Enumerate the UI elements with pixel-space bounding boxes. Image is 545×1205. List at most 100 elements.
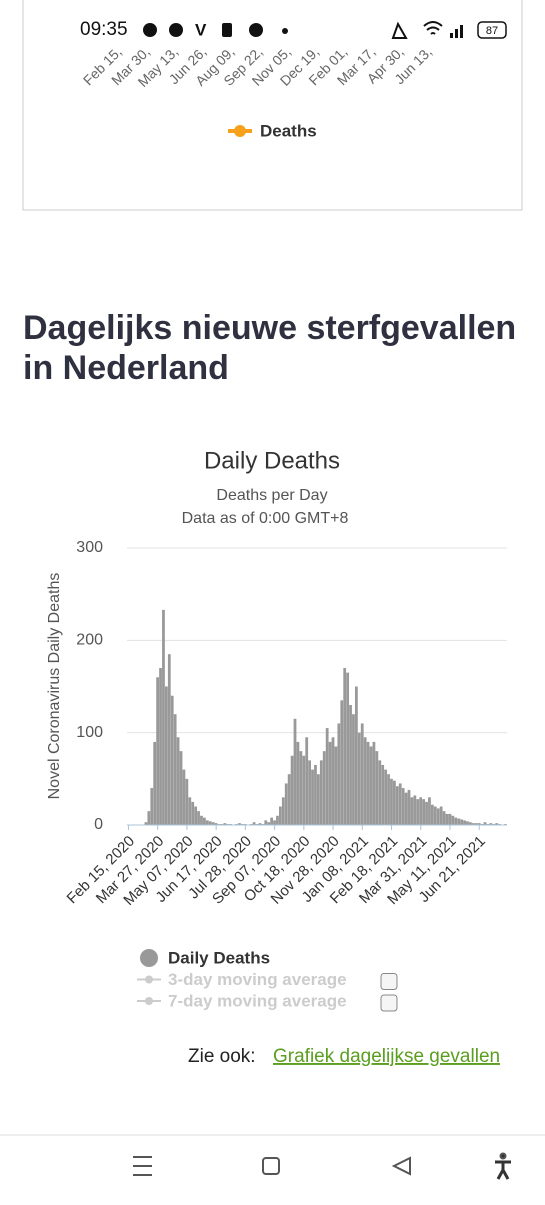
bar	[328, 741, 332, 825]
bar	[413, 795, 417, 825]
bar	[489, 823, 493, 825]
bar	[211, 822, 215, 825]
y-tick-label: 300	[76, 539, 103, 556]
bar	[343, 668, 347, 825]
y-tick-label: 200	[76, 632, 103, 649]
bar	[264, 820, 268, 825]
chart: Daily Deaths Deaths per Day Data as of 0…	[46, 447, 507, 1012]
bar	[495, 823, 499, 825]
bar	[311, 769, 314, 825]
bar	[393, 780, 396, 825]
status-icons: V	[143, 20, 507, 39]
bar	[191, 801, 195, 825]
bar	[214, 823, 218, 825]
svg-text:V: V	[195, 20, 207, 39]
bar	[334, 746, 338, 825]
bar	[340, 700, 344, 825]
bar	[281, 797, 285, 825]
bar	[317, 774, 320, 825]
checkbox[interactable]	[380, 973, 398, 990]
nav-menu[interactable]	[133, 1156, 152, 1176]
legend-label[interactable]: 3-day moving average	[168, 970, 347, 989]
checkbox[interactable]	[380, 994, 398, 1012]
status-time: 09:35	[80, 19, 128, 40]
bar	[188, 797, 192, 825]
bar	[375, 751, 379, 825]
bar	[422, 799, 426, 825]
bar	[381, 764, 385, 825]
bar	[223, 823, 227, 825]
bar	[357, 732, 361, 825]
bar	[147, 811, 151, 825]
nav-home[interactable]	[262, 1157, 280, 1175]
bar	[267, 822, 271, 825]
chart-subtitle: Deaths per Day	[216, 487, 327, 504]
card	[22, 0, 523, 211]
y-tick-label: 0	[94, 816, 103, 833]
bar	[407, 789, 411, 825]
top-x-axis: Feb 15,Mar 30,May 13,Jun 26,Aug 09,Sep 2…	[80, 43, 435, 90]
bar	[287, 774, 291, 825]
bar	[156, 677, 160, 825]
bar	[337, 723, 341, 825]
bar	[144, 822, 148, 825]
bar	[384, 769, 388, 825]
bar	[436, 808, 440, 825]
bar	[474, 823, 478, 825]
chart-note: Data as of 0:00 GMT+8	[182, 510, 349, 527]
bar	[176, 737, 180, 825]
legend-label: Deaths	[260, 121, 317, 140]
bar	[203, 817, 206, 825]
bar	[369, 746, 373, 825]
link[interactable]: Grafiek dagelijkse gevallen	[273, 1046, 500, 1067]
bar	[170, 695, 174, 825]
bar	[355, 686, 358, 825]
bar	[182, 769, 186, 825]
chart-title: Daily Deaths	[204, 447, 340, 474]
legend-symbol	[145, 997, 153, 1005]
bar	[159, 668, 162, 825]
bar	[457, 818, 461, 825]
bar	[445, 813, 449, 825]
bar	[352, 714, 355, 825]
bar	[349, 704, 352, 825]
bar	[302, 755, 306, 825]
bar	[363, 737, 367, 825]
bar	[460, 819, 464, 825]
bar	[150, 788, 154, 825]
bar	[296, 741, 300, 825]
bar	[416, 799, 420, 825]
nav-back[interactable]	[391, 1156, 411, 1176]
bar	[258, 823, 262, 825]
bar	[270, 817, 274, 825]
bar	[293, 718, 297, 825]
bar	[299, 751, 303, 825]
nav-accessibility[interactable]	[495, 1152, 511, 1180]
bar	[390, 778, 393, 825]
legend-label[interactable]: 7-day moving average	[168, 991, 347, 1010]
battery: 87	[486, 25, 498, 37]
bar	[276, 815, 279, 825]
bar	[167, 654, 171, 825]
see-also: Zie ook:	[188, 1046, 256, 1067]
bar	[425, 801, 428, 825]
bar	[173, 714, 177, 825]
bar	[448, 813, 452, 825]
bar	[454, 817, 458, 825]
bar	[366, 741, 370, 825]
bar	[433, 806, 437, 825]
legend-label[interactable]: Daily Deaths	[168, 948, 270, 967]
bar	[439, 806, 443, 825]
bar	[279, 806, 282, 825]
bar	[322, 751, 326, 825]
bar	[471, 823, 475, 825]
bar	[290, 755, 294, 825]
heading: Dagelijks nieuwe sterfgevallen in Nederla…	[23, 309, 516, 387]
bar	[360, 723, 364, 825]
bar	[238, 823, 241, 825]
bar	[205, 820, 209, 825]
bar	[197, 811, 200, 825]
bar	[410, 797, 414, 825]
bar	[404, 792, 408, 825]
